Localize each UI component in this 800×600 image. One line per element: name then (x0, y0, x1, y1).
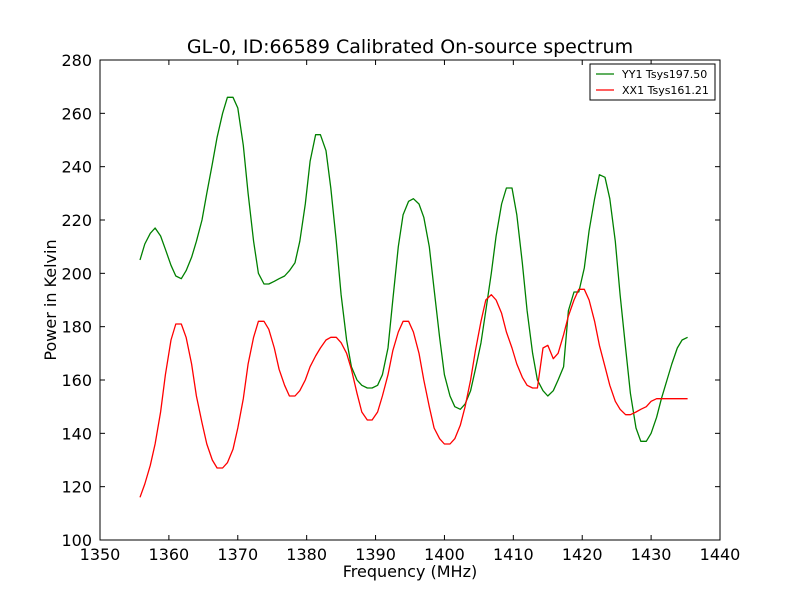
y-tick-label: 100 (61, 531, 92, 550)
legend-label-yy1: YY1 Tsys197.50 (621, 68, 707, 81)
x-axis-label: Frequency (MHz) (343, 562, 477, 581)
x-tick-label: 1410 (493, 545, 534, 564)
y-tick-label: 240 (61, 158, 92, 177)
x-tick-label: 1380 (286, 545, 327, 564)
y-axis-label: Power in Kelvin (41, 239, 60, 360)
x-tick-label: 1360 (149, 545, 190, 564)
y-tick-label: 200 (61, 264, 92, 283)
x-tick-label: 1420 (562, 545, 603, 564)
y-tick-label: 160 (61, 371, 92, 390)
y-tick-label: 220 (61, 211, 92, 230)
x-tick-label: 1350 (80, 545, 121, 564)
x-tick-label: 1430 (631, 545, 672, 564)
legend: YY1 Tsys197.50 XX1 Tsys161.21 (589, 63, 716, 101)
x-tick-label: 1390 (355, 545, 396, 564)
x-tick-label: 1400 (424, 545, 465, 564)
plot-frame (99, 59, 721, 541)
y-tick-label: 120 (61, 478, 92, 497)
series-line-yy1 (139, 96, 688, 442)
ticks-layer: 1350 1360 1370 1380 1390 1400 1410 1420 1430 1440… (61, 51, 740, 564)
x-tick-label: 1440 (700, 545, 741, 564)
y-tick-label: 180 (61, 318, 92, 337)
chart-title: GL-0, ID:66589 Calibrated On-source spec… (187, 36, 633, 58)
series-layer (139, 96, 688, 498)
y-tick-label: 140 (61, 424, 92, 443)
y-tick-label: 260 (61, 104, 92, 123)
legend-box (589, 63, 716, 101)
y-tick-label: 280 (61, 51, 92, 70)
x-tick-label: 1370 (217, 545, 258, 564)
series-line-xx1 (139, 288, 688, 498)
legend-label-xx1: XX1 Tsys161.21 (622, 84, 709, 97)
